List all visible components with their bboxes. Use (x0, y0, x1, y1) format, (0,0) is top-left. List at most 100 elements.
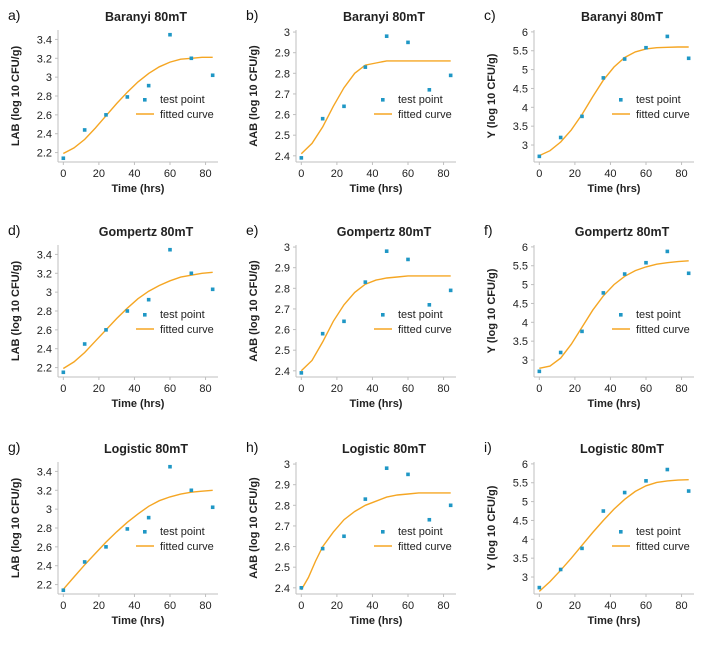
test-point-marker (363, 280, 368, 284)
legend-test-point: test point (636, 526, 681, 538)
test-point-marker (320, 116, 325, 121)
x-axis-label: Time (hrs) (112, 615, 165, 627)
test-point-marker (168, 464, 172, 469)
y-tick-label: 5 (522, 280, 528, 292)
x-tick-label: 20 (569, 600, 581, 612)
x-tick-label: 40 (604, 383, 616, 395)
test-point-marker (125, 527, 130, 531)
x-tick-label: 0 (60, 600, 66, 612)
y-tick-label: 5.5 (513, 261, 528, 273)
y-axis-label: LAB (log 10 CFU/g) (10, 46, 22, 147)
test-point-marker (342, 104, 346, 109)
test-point-marker (210, 287, 215, 292)
y-tick-label: 3 (522, 572, 528, 584)
test-point-marker (686, 56, 691, 61)
x-tick-label: 40 (604, 168, 616, 180)
test-point-marker (558, 350, 563, 355)
fitted-curve-line (62, 271, 213, 370)
x-tick-label: 40 (128, 168, 140, 180)
x-tick-label: 80 (675, 600, 687, 612)
y-tick-label: 5.5 (513, 478, 528, 490)
test-point-marker (320, 331, 325, 336)
test-point-marker (189, 56, 194, 61)
panel-label: e) (246, 222, 258, 238)
x-axis-label: Time (hrs) (588, 615, 641, 627)
chart-title: Logistic 80mT (580, 442, 664, 456)
legend-point-marker (619, 313, 623, 317)
x-tick-label: 60 (640, 383, 652, 395)
x-axis-label: Time (hrs) (588, 398, 641, 410)
test-point-marker (537, 154, 542, 159)
legend-fitted-curve: fitted curve (160, 109, 214, 121)
test-point-marker (601, 76, 606, 80)
chart-panel-4: d) Gompertz 80mT 2.2 2.4 2.6 2.8 3 3.2 3.4 0 20 40 6… (8, 222, 218, 410)
legend-point-marker (619, 530, 623, 534)
test-point-marker (601, 509, 606, 513)
test-point-marker (61, 156, 66, 161)
chart-title: Baranyi 80mT (105, 10, 187, 24)
legend-point-marker (381, 313, 385, 317)
y-tick-label: 4 (522, 317, 528, 329)
y-tick-label: 2.2 (37, 363, 52, 375)
fitted-curve-line (300, 60, 451, 155)
panel-label: g) (8, 439, 20, 455)
test-point-marker (168, 32, 172, 37)
x-tick-label: 0 (298, 168, 304, 180)
y-tick-label: 2.8 (37, 306, 52, 318)
fitted-curve-line (539, 260, 689, 369)
x-tick-label: 20 (93, 383, 105, 395)
test-point-marker (342, 319, 346, 324)
test-point-marker (104, 545, 108, 549)
y-axis-label: LAB (log 10 CFU/g) (10, 261, 22, 362)
y-tick-label: 2.6 (37, 325, 52, 337)
test-point-marker (558, 567, 563, 572)
x-tick-label: 40 (604, 600, 616, 612)
x-tick-label: 20 (93, 600, 105, 612)
y-tick-label: 4.5 (513, 298, 528, 310)
fitted-curve-line (62, 56, 213, 155)
y-tick-label: 4 (522, 534, 528, 546)
x-tick-label: 40 (366, 168, 378, 180)
x-tick-label: 0 (60, 168, 66, 180)
panel-label: h) (246, 439, 258, 455)
chart-panel-5: e) Gompertz 80mT 2.4 2.5 2.6 2.7 2.8 2.9 3 0 20 40 6… (246, 222, 456, 410)
panel-label: d) (8, 222, 20, 238)
y-tick-label: 2.5 (275, 345, 290, 357)
test-point-marker (189, 488, 194, 493)
fitted-curve-line (538, 479, 689, 592)
test-point-marker (146, 83, 151, 88)
x-tick-label: 60 (164, 383, 176, 395)
x-tick-label: 40 (366, 600, 378, 612)
legend-fitted-curve: fitted curve (398, 324, 452, 336)
test-point-marker (406, 40, 410, 45)
test-point-marker (210, 73, 215, 78)
y-tick-label: 2.6 (37, 542, 52, 554)
y-tick-label: 2.8 (275, 68, 290, 80)
y-axis-label: LAB (log 10 CFU/g) (10, 478, 22, 579)
test-point-marker (104, 113, 108, 117)
legend-test-point: test point (636, 309, 681, 321)
legend-fitted-curve: fitted curve (160, 324, 214, 336)
legend-fitted-curve: fitted curve (636, 324, 690, 336)
x-tick-label: 20 (569, 383, 581, 395)
legend-fitted-curve: fitted curve (398, 541, 452, 553)
y-tick-label: 3.5 (513, 553, 528, 565)
panel-label: f) (484, 222, 493, 238)
x-tick-label: 60 (402, 600, 414, 612)
y-tick-label: 2.5 (275, 562, 290, 574)
test-point-marker (82, 128, 87, 132)
chart-title: Gompertz 80mT (575, 225, 670, 239)
test-point-marker (686, 271, 691, 276)
y-tick-label: 5 (522, 497, 528, 509)
y-tick-label: 4 (522, 102, 528, 114)
test-point-marker (320, 546, 325, 551)
y-tick-label: 2.7 (275, 304, 290, 316)
x-tick-label: 80 (437, 383, 449, 395)
test-point-marker (146, 515, 151, 520)
y-axis-label: AAB (log 10 CFU/g) (248, 477, 260, 579)
y-tick-label: 3.4 (37, 249, 52, 261)
legend-test-point: test point (398, 94, 443, 106)
test-point-marker (406, 257, 410, 262)
